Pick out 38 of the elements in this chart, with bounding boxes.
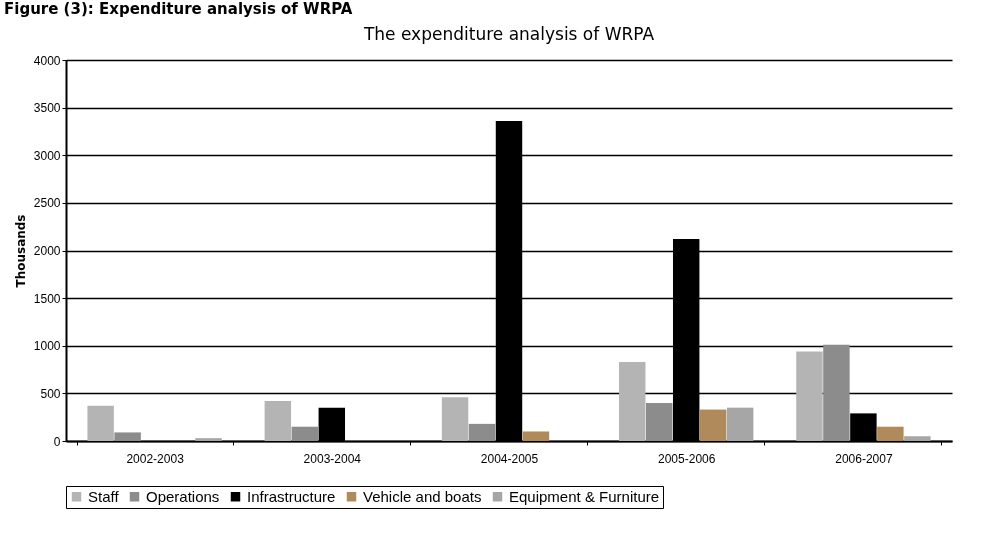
legend-label: Infrastructure (247, 487, 336, 505)
x-tick-label: 2006-2007 (835, 451, 893, 466)
y-tick-label: 500 (40, 386, 61, 401)
legend-label: Staff (88, 487, 120, 505)
bar (823, 344, 850, 441)
bar (87, 405, 114, 441)
y-axis-title: Thousands (13, 214, 28, 288)
bar (114, 432, 141, 441)
y-tick-label: 1000 (33, 339, 61, 354)
x-tick-label: 2002-2003 (126, 451, 185, 466)
bar (468, 423, 496, 441)
bar (796, 351, 823, 441)
bar (441, 397, 469, 441)
y-tick-label: 0 (53, 434, 61, 449)
bar (264, 401, 292, 441)
legend-label: Operations (146, 487, 220, 505)
x-tick-label: 2003-2004 (303, 451, 362, 466)
y-tick-label: 2500 (33, 196, 61, 211)
y-tick-label: 2000 (33, 244, 61, 258)
bar (291, 426, 319, 441)
text: Figure (3): Expenditure analysis of WRPA (3, 0, 354, 18)
x-tick-label: 2004-2005 (480, 451, 539, 466)
legend-label: Equipment & Furniture (509, 487, 660, 505)
bar (877, 426, 904, 441)
bar (904, 436, 931, 441)
bar (699, 409, 727, 441)
x-tick-label: 2005-2006 (658, 451, 716, 466)
bar (195, 438, 222, 441)
y-tick-label: 1500 (33, 291, 61, 306)
bar (522, 431, 550, 441)
legend-label: Vehicle and boats (363, 487, 482, 505)
y-tick-label: 4000 (33, 53, 61, 68)
bar (619, 361, 646, 441)
bar (646, 402, 673, 441)
bar (726, 407, 754, 441)
chart-title: The expenditure analysis of WRPA (362, 24, 655, 44)
y-tick-label: 3000 (33, 148, 61, 163)
y-tick-label: 3500 (33, 101, 61, 116)
